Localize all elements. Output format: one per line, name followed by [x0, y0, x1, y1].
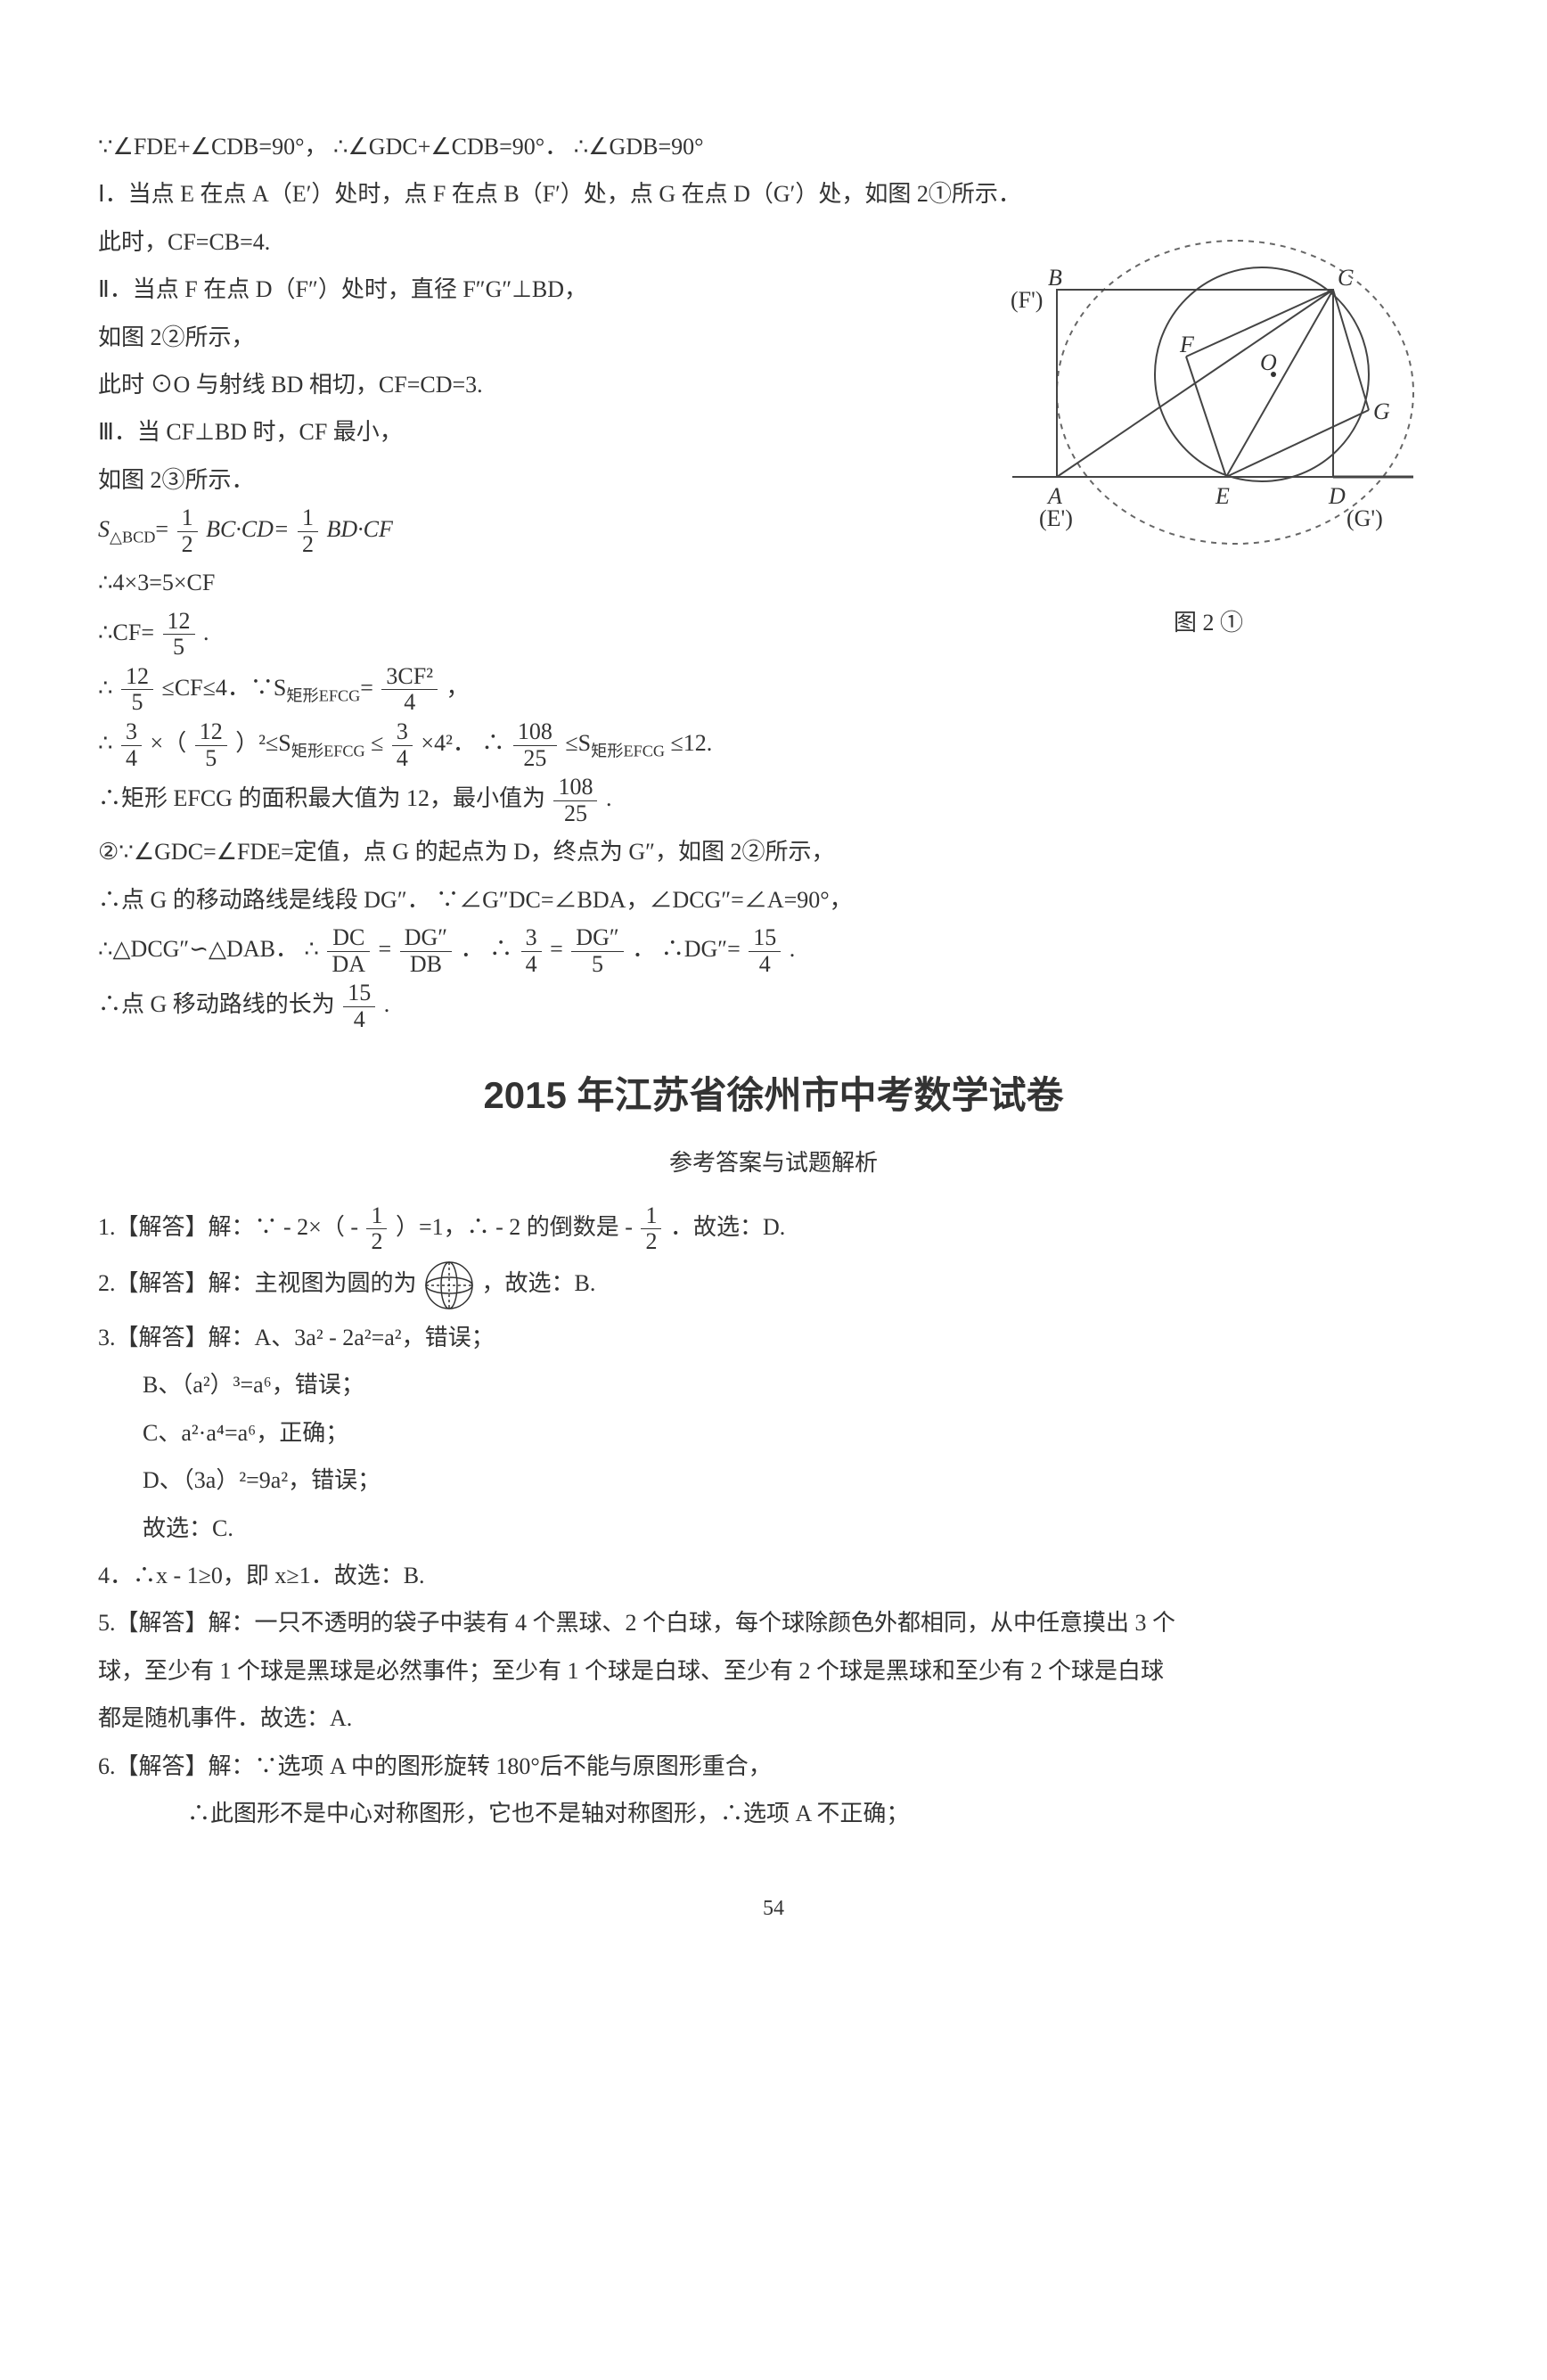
equation-line: ∴ 34 ×（ 125 ）²≤S矩形EFCG ≤ 34 ×4²． ∴ 10825…	[98, 719, 1449, 771]
page-number: 54	[98, 1889, 1449, 1930]
figure-2-1-svg: B C A D E F G O (E') (G') (F')	[994, 223, 1422, 579]
q3-line: 3.【解答】解：A、3a² - 2a²=a²，错误；	[98, 1316, 1449, 1359]
proof-line: ∴点 G 的移动路线是线段 DG″． ∵∠G″DC=∠BDA，∠DCG″=∠A=…	[98, 878, 1449, 922]
exam-subtitle: 参考答案与试题解析	[98, 1141, 1449, 1185]
proof-line: 如图 2③所示．	[98, 458, 900, 502]
exam-title: 2015 年江苏省徐州市中考数学试卷	[98, 1060, 1449, 1131]
proof-line: Ⅱ．当点 F 在点 D（F″）处时，直径 F″G″⊥BD，	[98, 267, 900, 311]
equation-line: ∴点 G 移动路线的长为 154 .	[98, 981, 1449, 1032]
label-Gp: (G')	[1346, 505, 1383, 531]
label-Ep: (E')	[1039, 505, 1073, 531]
proof-line: Ⅰ．当点 E 在点 A（E′）处时，点 F 在点 B（F′）处，点 G 在点 D…	[98, 172, 1449, 216]
label-C: C	[1338, 265, 1354, 291]
q3-line: D、（3a）²=9a²，错误；	[98, 1458, 1449, 1502]
diagram-caption: 图 2 ①	[994, 601, 1422, 644]
equation-line: ∴矩形 EFCG 的面积最大值为 12，最小值为 10825 .	[98, 775, 1449, 826]
equation-line: ∴CF= 125 .	[98, 609, 900, 661]
q6-line: 6.【解答】解：∵选项 A 中的图形旋转 180°后不能与原图形重合，	[98, 1744, 1449, 1788]
q2-line: 2.【解答】解：主视图为圆的为 ，故选：B.	[98, 1259, 1449, 1312]
label-D: D	[1328, 483, 1346, 509]
proof-line: ∴4×3=5×CF	[98, 561, 900, 604]
proof-line: 此时 ⊙O 与射线 BD 相切，CF=CD=3.	[98, 363, 900, 406]
label-F: F	[1179, 332, 1195, 357]
proof-line: ②∵∠GDC=∠FDE=定值，点 G 的起点为 D，终点为 G″，如图 2②所示…	[98, 830, 1449, 874]
q5-line: 球，至少有 1 个球是黑球是必然事件；至少有 1 个球是白球、至少有 2 个球是…	[98, 1649, 1449, 1693]
equation-line: ∴ 125 ≤CF≤4．∵S矩形EFCG= 3CF²4 ，	[98, 664, 1449, 716]
q3-line: 故选：C.	[98, 1506, 1449, 1550]
proof-line: Ⅲ．当 CF⊥BD 时，CF 最小，	[98, 410, 900, 454]
page-content: B C A D E F G O (E') (G') (F') 图 2 ① ∵∠F…	[98, 125, 1449, 1930]
q5-line: 都是随机事件．故选：A.	[98, 1696, 1449, 1740]
label-B: B	[1048, 265, 1062, 291]
label-Fp: (F')	[1011, 287, 1043, 313]
geometry-diagram: B C A D E F G O (E') (G') (F') 图 2 ①	[994, 223, 1422, 645]
label-O: O	[1260, 349, 1277, 375]
sphere-icon	[422, 1259, 476, 1312]
q4-line: 4．∴x - 1≥0，即 x≥1．故选：B.	[98, 1554, 1449, 1597]
q3-line: C、a²·a⁴=a⁶，正确；	[98, 1411, 1449, 1455]
q5-line: 5.【解答】解：一只不透明的袋子中装有 4 个黑球、2 个白球，每个球除颜色外都…	[98, 1601, 1449, 1645]
equation-line: ∴△DCG″∽△DAB． ∴ DCDA = DG″DB ． ∴ 34 = DG″…	[98, 925, 1449, 977]
equation-line: S△BCD= 12 BC·CD= 12 BD·CF	[98, 505, 900, 557]
proof-line: ∵∠FDE+∠CDB=90°， ∴∠GDC+∠CDB=90°． ∴∠GDB=90…	[98, 125, 1449, 168]
q3-line: B、（a²）³=a⁶，错误；	[98, 1363, 1449, 1407]
proof-line: 如图 2②所示，	[98, 316, 900, 359]
q6-line: ∴此图形不是中心对称图形，它也不是轴对称图形，∴选项 A 不正确；	[98, 1792, 1449, 1835]
q1-line: 1.【解答】解：∵ - 2×（ - 12 ）=1，∴ - 2 的倒数是 - 12…	[98, 1203, 1449, 1255]
label-E: E	[1215, 483, 1230, 509]
label-G: G	[1373, 398, 1390, 424]
